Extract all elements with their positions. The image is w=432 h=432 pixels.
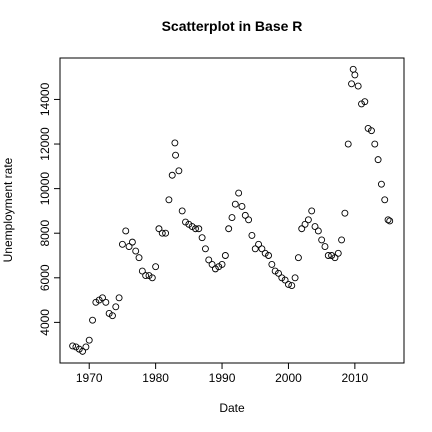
point [321,243,329,251]
point [142,272,150,280]
point [102,298,110,306]
point [334,249,342,257]
point [341,209,349,217]
point [245,216,253,224]
point [122,227,130,235]
point [298,225,306,233]
point [112,303,120,311]
point [79,347,87,355]
y-tick-label: 8000 [38,220,52,247]
x-tick-label: 1980 [142,371,169,385]
point [381,196,389,204]
point [198,234,206,242]
point [128,238,136,246]
point [308,207,316,215]
point [125,243,133,251]
point [138,267,146,275]
point [294,254,302,262]
point [351,71,359,79]
x-tick-label: 1970 [76,371,103,385]
y-tick-label: 4000 [38,309,52,336]
point [109,312,116,320]
point [265,252,272,259]
point [349,65,357,73]
point [201,245,209,253]
x-tick-label: 2010 [342,371,369,385]
point [281,276,289,284]
point [288,282,296,290]
y-tick-label: 14000 [38,82,52,116]
point [348,80,355,88]
point [324,252,332,259]
point [344,140,352,148]
point [85,336,93,344]
point [377,180,385,188]
x-tick-label: 2000 [275,371,302,385]
point [301,220,309,228]
point [178,207,186,215]
point [235,189,243,197]
y-tick-label: 6000 [38,264,52,291]
point [268,260,276,268]
point [251,245,259,253]
chart-title: Scatterplot in Base R [162,18,303,34]
point [225,225,233,233]
point [218,260,226,268]
y-axis-label: Unemployment rate [1,157,15,262]
point [255,240,263,248]
point [99,294,106,302]
plot-frame [59,57,405,364]
point [291,274,299,282]
point [135,254,143,262]
point [275,269,282,277]
point [118,240,126,248]
point [361,98,369,106]
point [314,227,322,235]
point [331,254,339,262]
point [238,203,246,210]
point [208,260,216,268]
point [374,156,382,164]
point [338,236,346,244]
point [248,231,256,239]
point [192,225,199,233]
point [354,82,362,90]
point [368,127,375,135]
point [152,263,160,271]
x-tick-label: 1990 [209,371,236,385]
point [158,229,166,237]
point [258,245,266,253]
point [175,167,183,175]
x-axis-label: Date [219,401,245,415]
point [318,236,326,244]
point [172,151,180,159]
point [162,229,170,237]
y-tick-label: 10000 [38,172,52,206]
point [205,256,213,264]
point [228,214,236,222]
point [165,196,173,204]
point [386,217,394,225]
point [384,216,392,224]
point [231,200,239,208]
point [241,211,249,219]
point [284,281,292,288]
point [82,343,90,351]
point [221,252,229,259]
point [371,140,379,148]
point [148,274,156,282]
point [115,294,123,302]
point [132,247,140,255]
point [171,139,179,147]
point [311,223,319,230]
y-tick-label: 12000 [38,127,52,161]
point [304,216,312,224]
point [155,225,163,233]
point [195,225,203,233]
point [89,316,96,324]
point [168,171,176,179]
point [69,342,77,350]
